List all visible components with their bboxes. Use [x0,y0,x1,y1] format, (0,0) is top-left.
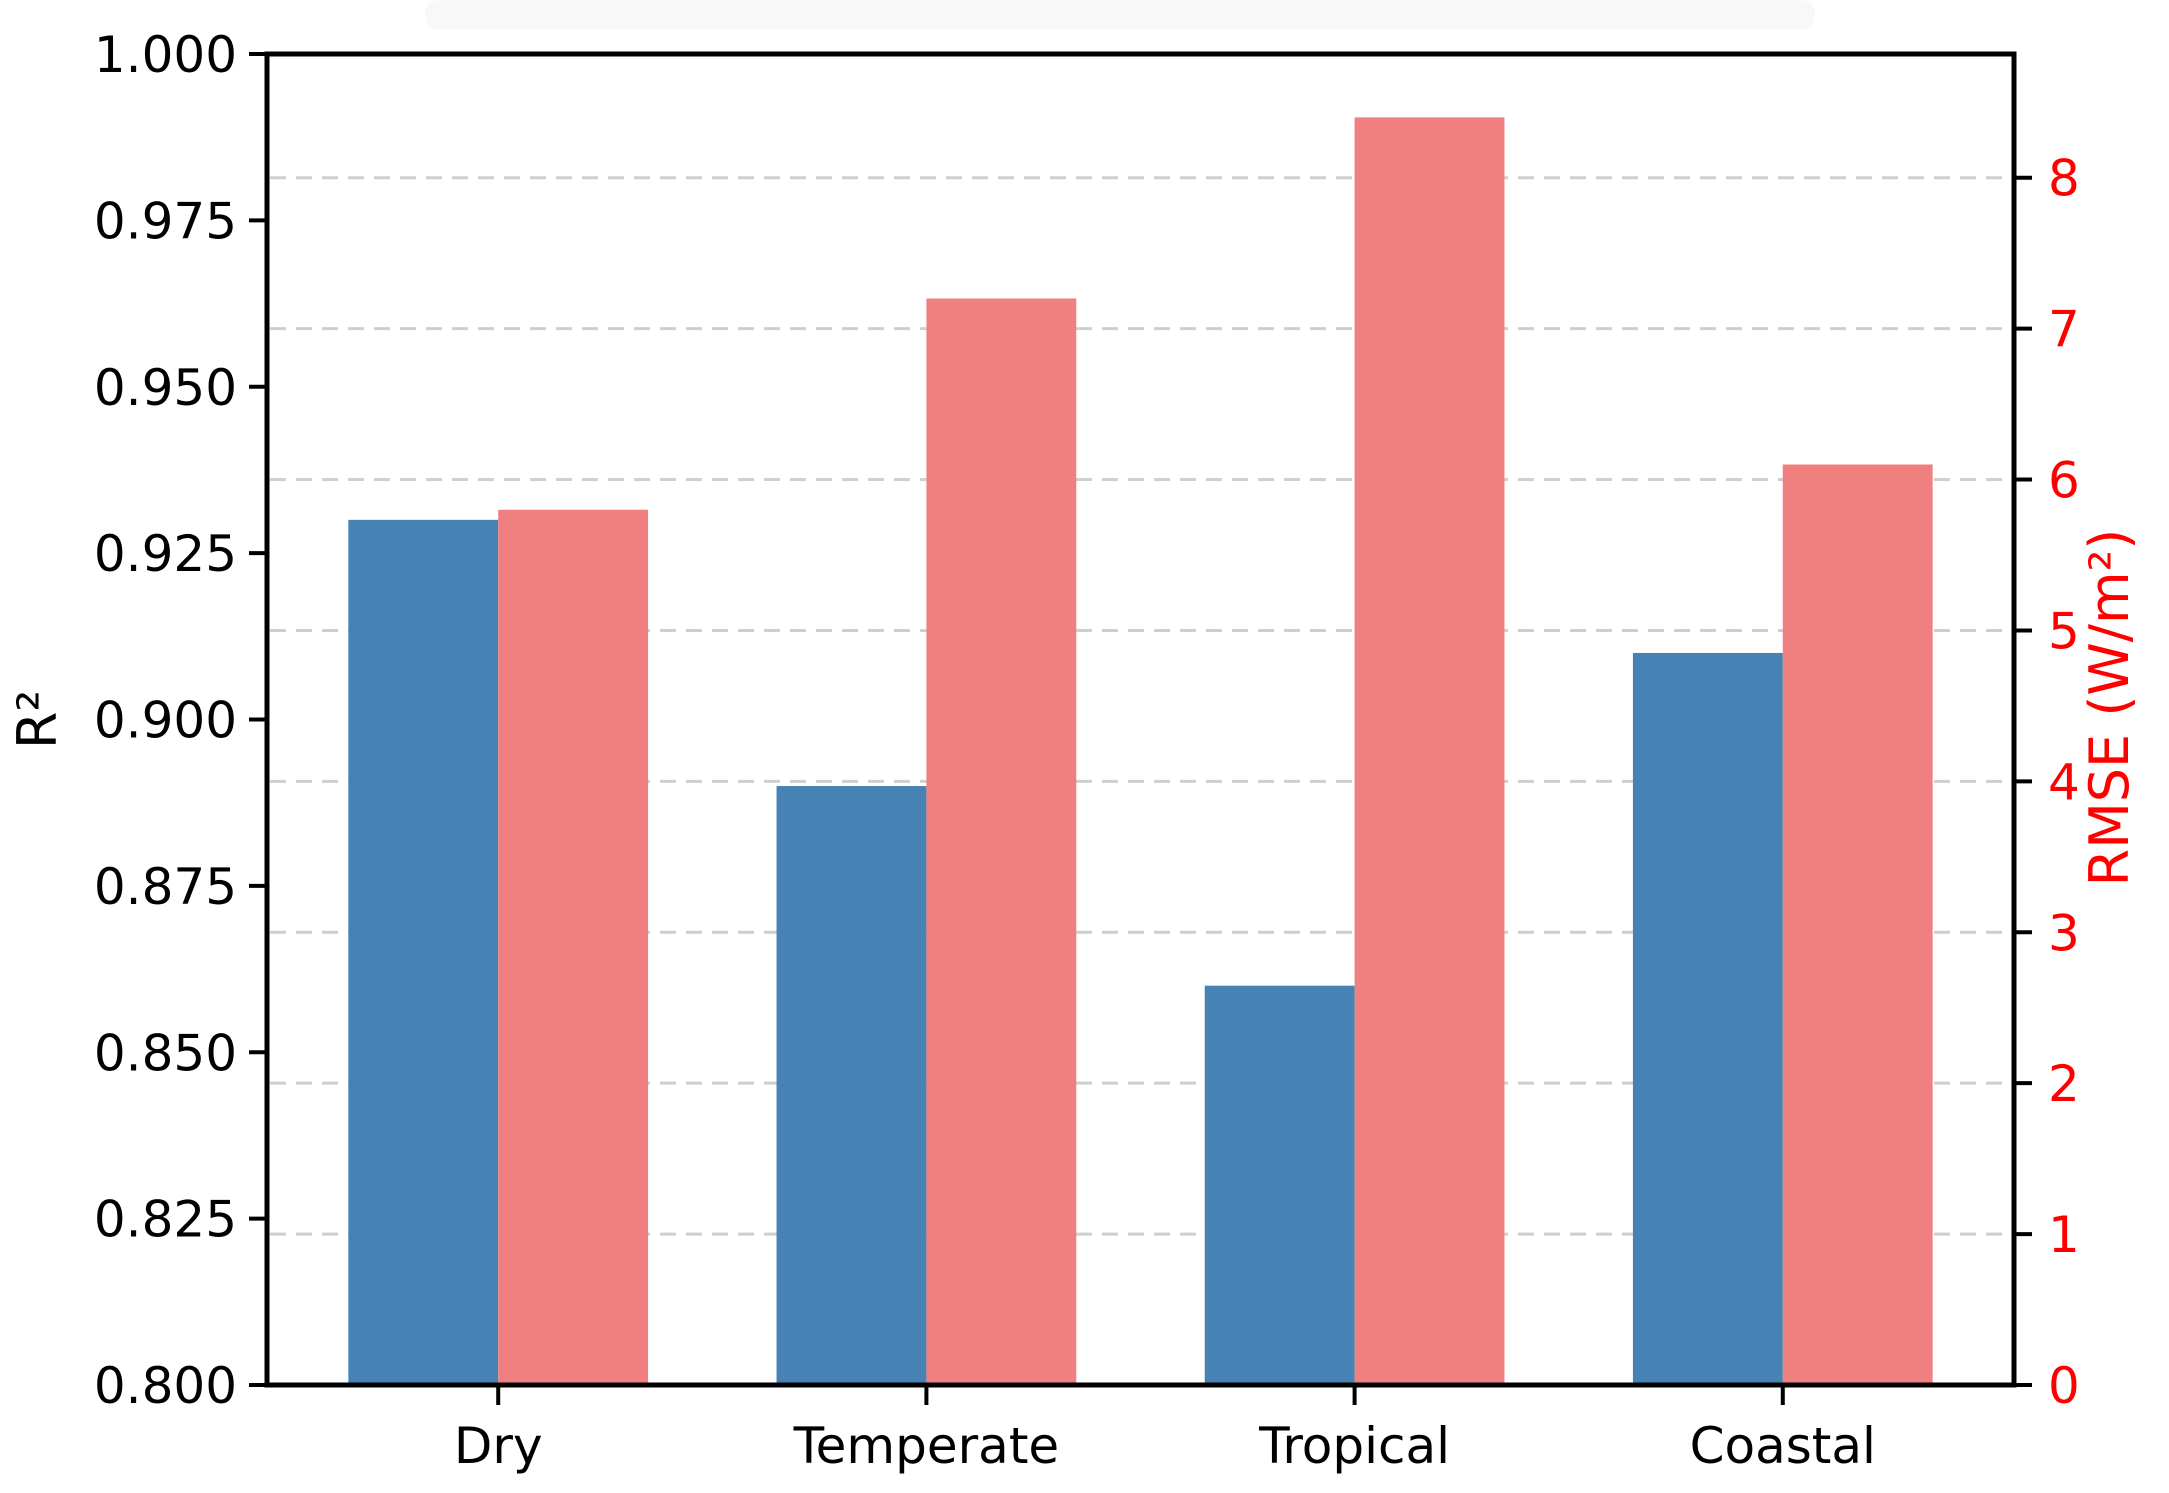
right-axis-tick-label: 7 [2048,301,2080,359]
left-axis-tick-label: 0.950 [94,359,237,417]
right-axis-tick-label: 6 [2048,452,2080,510]
left-axis-tick-label: 1.000 [94,26,237,84]
bar-rmse-temperate [926,298,1077,1386]
right-axis-tick-label: 3 [2048,904,2080,962]
left-axis-tick-label: 0.975 [94,192,237,250]
bar-r2-dry [348,519,499,1385]
cropped-title-artifact [425,0,1815,30]
left-axis-tick-label: 0.800 [94,1357,237,1415]
left-axis-tick-label: 0.925 [94,525,237,583]
bar-rmse-tropical [1354,117,1505,1385]
right-axis-tick-label: 5 [2048,602,2080,660]
right-axis-tick-label: 4 [2048,753,2080,811]
x-axis-label-coastal: Coastal [1690,1417,1876,1475]
left-axis-title: R² [6,690,69,749]
x-axis-label-temperate: Temperate [793,1417,1060,1475]
bar-r2-tropical [1204,985,1355,1385]
right-axis-tick-label: 2 [2048,1055,2080,1113]
left-axis-tick-label: 0.850 [94,1024,237,1082]
bar-r2-coastal [1632,652,1783,1385]
right-axis-tick-label: 0 [2048,1357,2080,1415]
right-axis-tick-label: 1 [2048,1206,2080,1264]
right-axis-tick-label: 8 [2048,150,2080,208]
bar-rmse-coastal [1782,464,1933,1385]
left-axis-tick-label: 0.875 [94,858,237,916]
x-axis-label-dry: Dry [454,1417,543,1475]
bar-r2-temperate [776,786,927,1385]
left-axis-tick-label: 0.900 [94,692,237,750]
x-axis-label-tropical: Tropical [1258,1417,1450,1475]
bar-rmse-dry [498,509,649,1385]
left-axis-tick-label: 0.825 [94,1191,237,1249]
right-axis-title: RMSE (W/m²) [2078,529,2141,887]
